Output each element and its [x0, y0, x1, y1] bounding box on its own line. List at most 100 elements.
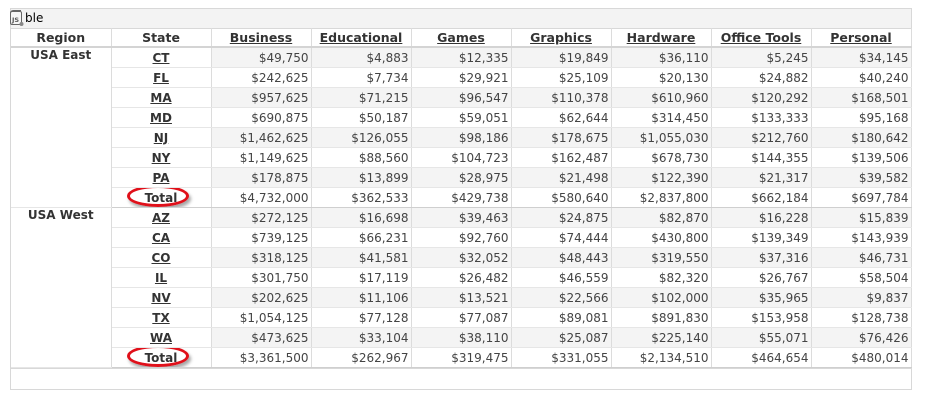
state-link[interactable]: AZ: [111, 207, 212, 228]
table-panel: JS ble Region State Business Educational…: [10, 8, 912, 390]
value-cell: $22,566: [511, 287, 612, 308]
header-business[interactable]: Business: [211, 28, 312, 48]
table-row: IL $301,750 $17,119 $26,482 $46,559 $82,320 $2…: [11, 267, 912, 288]
value-cell: $59,051: [411, 107, 512, 128]
state-link[interactable]: IL: [111, 267, 212, 288]
value-cell: $126,055: [311, 127, 412, 148]
total-value-cell: $331,055: [511, 347, 612, 368]
value-cell: $26,767: [711, 267, 812, 288]
value-cell: $202,625: [211, 287, 312, 308]
value-cell: $19,849: [511, 47, 612, 68]
header-hardware[interactable]: Hardware: [611, 28, 712, 48]
value-cell: $77,128: [311, 307, 412, 328]
state-link[interactable]: TX: [111, 307, 212, 328]
value-cell: $34,145: [811, 47, 912, 68]
value-cell: $242,625: [211, 67, 312, 88]
total-value-cell: $697,784: [811, 187, 912, 208]
value-cell: $62,644: [511, 107, 612, 128]
value-cell: $678,730: [611, 147, 712, 168]
value-cell: $33,104: [311, 327, 412, 348]
header-office-tools[interactable]: Office Tools: [711, 28, 812, 48]
value-cell: $36,110: [611, 47, 712, 68]
table-row: FL $242,625 $7,734 $29,921 $25,109 $20,130 $24…: [11, 67, 912, 88]
value-cell: $957,625: [211, 87, 312, 108]
value-cell: $1,149,625: [211, 147, 312, 168]
value-cell: $212,760: [711, 127, 812, 148]
table-row: CO $318,125 $41,581 $32,052 $48,443 $319,550 $…: [11, 247, 912, 268]
value-cell: $314,450: [611, 107, 712, 128]
value-cell: $891,830: [611, 307, 712, 328]
total-label: Total: [111, 347, 212, 368]
value-cell: $139,506: [811, 147, 912, 168]
state-link[interactable]: WA: [111, 327, 212, 348]
header-graphics[interactable]: Graphics: [511, 28, 612, 48]
state-link[interactable]: MD: [111, 107, 212, 128]
value-cell: $28,975: [411, 167, 512, 188]
value-cell: $153,958: [711, 307, 812, 328]
table-row: MA $957,625 $71,215 $96,547 $110,378 $610,960…: [11, 87, 912, 108]
value-cell: $122,390: [611, 167, 712, 188]
total-value-cell: $429,738: [411, 187, 512, 208]
value-cell: $120,292: [711, 87, 812, 108]
header-personal[interactable]: Personal: [811, 28, 912, 48]
value-cell: $82,320: [611, 267, 712, 288]
total-value-cell: $662,184: [711, 187, 812, 208]
value-cell: $92,760: [411, 227, 512, 248]
header-games[interactable]: Games: [411, 28, 512, 48]
value-cell: $89,081: [511, 307, 612, 328]
value-cell: $38,110: [411, 327, 512, 348]
panel-title: ble: [25, 11, 44, 25]
value-cell: $41,581: [311, 247, 412, 268]
total-value-cell: $4,732,000: [211, 187, 312, 208]
state-link[interactable]: CT: [111, 47, 212, 68]
state-link[interactable]: PA: [111, 167, 212, 188]
value-cell: $48,443: [511, 247, 612, 268]
state-link[interactable]: NY: [111, 147, 212, 168]
value-cell: $301,750: [211, 267, 312, 288]
crosstab-table: Region State Business Educational Games …: [11, 28, 912, 368]
value-cell: $1,462,625: [211, 127, 312, 148]
state-link[interactable]: NV: [111, 287, 212, 308]
value-cell: $82,870: [611, 207, 712, 228]
value-cell: $24,875: [511, 207, 612, 228]
table-row: NV $202,625 $11,106 $13,521 $22,566 $102,000 $…: [11, 287, 912, 308]
state-link[interactable]: NJ: [111, 127, 212, 148]
value-cell: $98,186: [411, 127, 512, 148]
state-link[interactable]: MA: [111, 87, 212, 108]
table-row: WA $473,625 $33,104 $38,110 $25,087 $225,140 $…: [11, 327, 912, 348]
value-cell: $13,899: [311, 167, 412, 188]
value-cell: $11,106: [311, 287, 412, 308]
value-cell: $473,625: [211, 327, 312, 348]
value-cell: $13,521: [411, 287, 512, 308]
value-cell: $133,333: [711, 107, 812, 128]
value-cell: $16,698: [311, 207, 412, 228]
total-value-cell: $262,967: [311, 347, 412, 368]
total-row: Total $3,361,500 $262,967 $319,475 $331,055 $…: [11, 347, 912, 368]
total-value-cell: $580,640: [511, 187, 612, 208]
total-value-cell: $464,654: [711, 347, 812, 368]
value-cell: $25,109: [511, 67, 612, 88]
value-cell: $178,875: [211, 167, 312, 188]
value-cell: $225,140: [611, 327, 712, 348]
value-cell: $32,052: [411, 247, 512, 268]
value-cell: $26,482: [411, 267, 512, 288]
state-link[interactable]: FL: [111, 67, 212, 88]
svg-text:JS: JS: [11, 16, 19, 24]
value-cell: $46,731: [811, 247, 912, 268]
value-cell: $95,168: [811, 107, 912, 128]
table-row: MD $690,875 $50,187 $59,051 $62,644 $314,450 $…: [11, 107, 912, 128]
value-cell: $29,921: [411, 67, 512, 88]
value-cell: $88,560: [311, 147, 412, 168]
state-link[interactable]: CA: [111, 227, 212, 248]
value-cell: $318,125: [211, 247, 312, 268]
header-educational[interactable]: Educational: [311, 28, 412, 48]
value-cell: $49,750: [211, 47, 312, 68]
value-cell: $110,378: [511, 87, 612, 108]
table-row: NY $1,149,625 $88,560 $104,723 $162,487 $678,…: [11, 147, 912, 168]
value-cell: $46,559: [511, 267, 612, 288]
value-cell: $35,965: [711, 287, 812, 308]
value-cell: $9,837: [811, 287, 912, 308]
state-link[interactable]: CO: [111, 247, 212, 268]
total-row: Total $4,732,000 $362,533 $429,738 $580,640 $…: [11, 187, 912, 208]
value-cell: $39,582: [811, 167, 912, 188]
